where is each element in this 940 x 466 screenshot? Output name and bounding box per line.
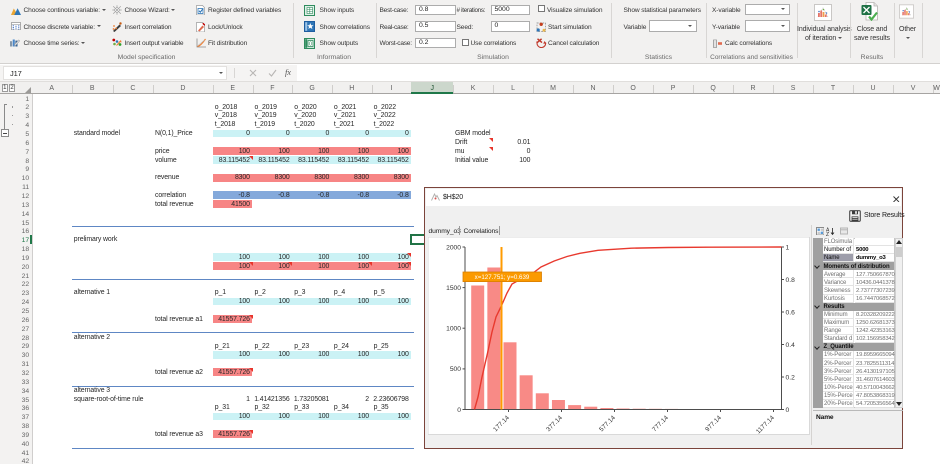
svg-text:2000: 2000 [446,244,461,251]
svg-text:1000: 1000 [446,326,461,333]
svg-text:Z: Z [826,232,829,236]
svg-text:1500: 1500 [446,285,461,292]
svg-text:0.4: 0.4 [785,342,795,349]
svg-text:0: 0 [308,41,311,47]
svg-text:0.8: 0.8 [785,277,795,284]
svg-text:0: 0 [785,407,789,414]
svg-text:0: 0 [457,407,461,414]
svg-text:0.2: 0.2 [785,374,795,381]
svg-text:0.6: 0.6 [785,309,795,316]
svg-text:1: 1 [785,244,789,251]
svg-text:x=127.751; y=0.639: x=127.751; y=0.639 [474,274,529,281]
svg-text:500: 500 [449,366,460,373]
